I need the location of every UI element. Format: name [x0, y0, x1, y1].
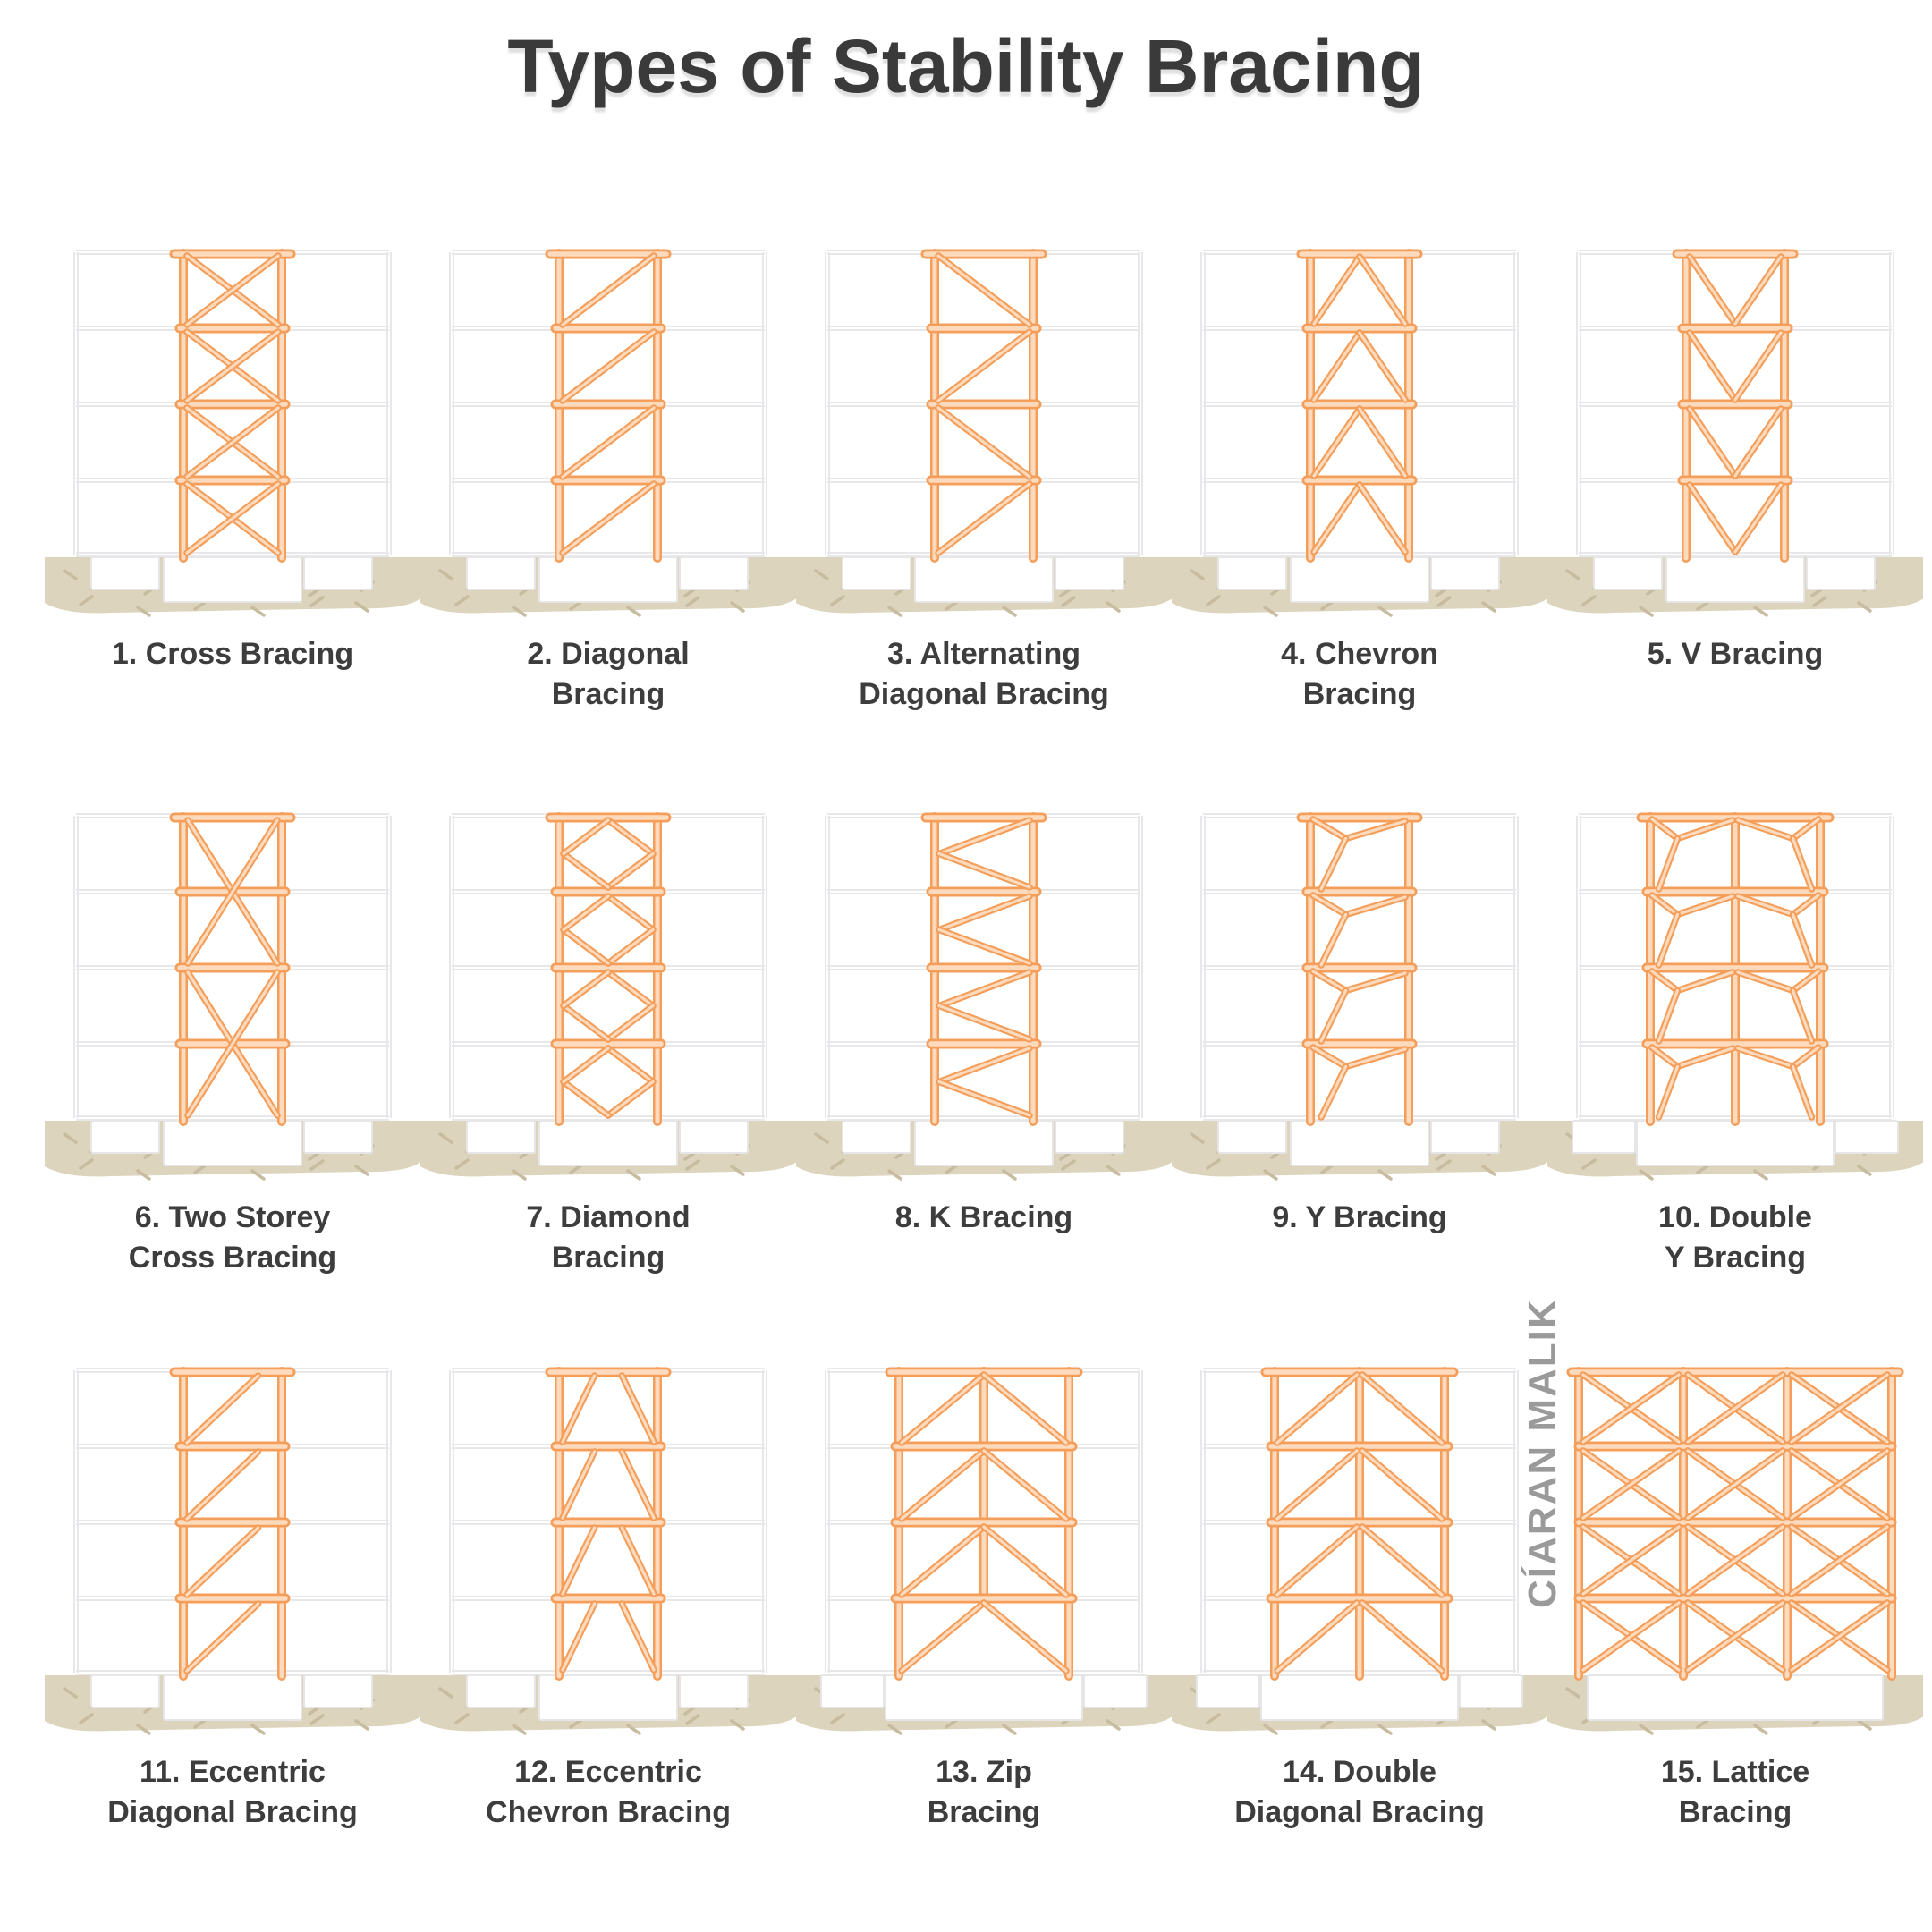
bracing — [920, 812, 1047, 1126]
footings — [1196, 1674, 1523, 1721]
bracing-label: 1. Cross Bracing — [111, 637, 354, 671]
bracing — [545, 1367, 672, 1681]
bracing-label: 15. Lattice Bracing — [1660, 1755, 1810, 1829]
bracing-diagram-lattice — [1547, 1367, 1923, 1735]
bracing — [1260, 1367, 1459, 1681]
bracing-card-8: 8. K Bracing — [796, 789, 1172, 1238]
bracing — [1296, 812, 1423, 1126]
footings — [90, 556, 373, 603]
bracing — [1636, 812, 1835, 1126]
bracing-card-3: 3. Alternating Diagonal Bracing — [796, 225, 1172, 715]
bracing-diagram-two-storey-cross — [45, 812, 420, 1181]
bracing-diagram-zip — [796, 1367, 1172, 1735]
bracing-label: 11. Eccentric Diagonal Bracing — [107, 1755, 358, 1829]
bracing — [885, 1367, 1083, 1681]
bracing-card-14: 14. Double Diagonal Bracing — [1172, 1343, 1547, 1833]
bracing — [545, 249, 672, 563]
bracing-label: 13. Zip Bracing — [927, 1755, 1041, 1829]
bracing-label: 12. Eccentric Chevron Bracing — [486, 1755, 731, 1829]
bracing-diagram-k — [796, 812, 1172, 1181]
bracing-label: 10. Double Y Bracing — [1658, 1200, 1812, 1275]
bracing-card-5: 5. V Bracing — [1547, 225, 1923, 674]
bracing-card-12: 12. Eccentric Chevron Bracing — [420, 1343, 796, 1833]
bracing-diagram-diagonal — [420, 249, 796, 617]
footings — [466, 1120, 749, 1166]
bracing-card-9: 9. Y Bracing — [1172, 789, 1547, 1238]
bracing-diagram-eccentric-diagonal — [45, 1367, 420, 1735]
bracing — [1566, 1367, 1904, 1681]
bracing-diagram-double-diagonal — [1172, 1367, 1547, 1735]
bracing-card-15: 15. Lattice Bracing — [1547, 1343, 1923, 1833]
bracing-label: 5. V Bracing — [1647, 637, 1824, 671]
bracing-card-7: 7. Diamond Bracing — [420, 789, 796, 1278]
bracing — [169, 1367, 296, 1681]
bracing-card-2: 2. Diagonal Bracing — [420, 225, 796, 715]
footings — [466, 556, 749, 603]
bracing-diagram-y — [1172, 812, 1547, 1181]
bracing — [169, 249, 296, 563]
bracing-diagram-diamond — [420, 812, 796, 1181]
bracing-card-11: 11. Eccentric Diagonal Bracing — [45, 1343, 420, 1833]
bracing-card-10: 10. Double Y Bracing — [1547, 789, 1923, 1278]
footings — [90, 1674, 373, 1721]
footings — [1217, 1120, 1500, 1166]
footings — [842, 1120, 1124, 1166]
bracing-label: 4. Chevron Bracing — [1281, 637, 1438, 711]
bracing-diagram-double-y — [1547, 812, 1923, 1181]
bracing-label: 14. Double Diagonal Bracing — [1234, 1755, 1485, 1829]
bracing-card-4: 4. Chevron Bracing — [1172, 225, 1547, 715]
footings — [466, 1674, 749, 1721]
bracing-diagram-eccentric-chevron — [420, 1367, 796, 1735]
footings — [1587, 1674, 1884, 1721]
bracing-card-1: 1. Cross Bracing — [45, 225, 420, 674]
footings — [1572, 1120, 1899, 1166]
bracing-label: 8. K Bracing — [894, 1200, 1073, 1234]
bracing-label: 2. Diagonal Bracing — [527, 637, 690, 711]
page-title: Types of Stability Bracing — [507, 24, 1425, 108]
footings — [842, 556, 1124, 603]
bracing — [1296, 249, 1423, 563]
bracing-label: 9. Y Bracing — [1272, 1200, 1447, 1234]
bracing — [545, 812, 672, 1126]
watermark-author: CÍARAN MALIK — [1521, 1298, 1564, 1608]
bracing-label: 6. Two Storey Cross Bracing — [128, 1200, 337, 1275]
bracing-card-6: 6. Two Storey Cross Bracing — [45, 789, 420, 1278]
bracing — [1672, 249, 1799, 563]
bracing-label: 7. Diamond Bracing — [526, 1200, 691, 1275]
bracing-diagram-alternating-diagonal — [796, 249, 1172, 617]
bracing-label: 3. Alternating Diagonal Bracing — [859, 637, 1109, 711]
bracing-diagram-cross — [45, 249, 420, 617]
bracing — [920, 249, 1047, 563]
bracing-diagram-v — [1547, 249, 1923, 617]
bracing-diagram-chevron — [1172, 249, 1547, 617]
bracing-card-13: 13. Zip Bracing — [796, 1343, 1172, 1833]
bracing — [169, 812, 296, 1126]
